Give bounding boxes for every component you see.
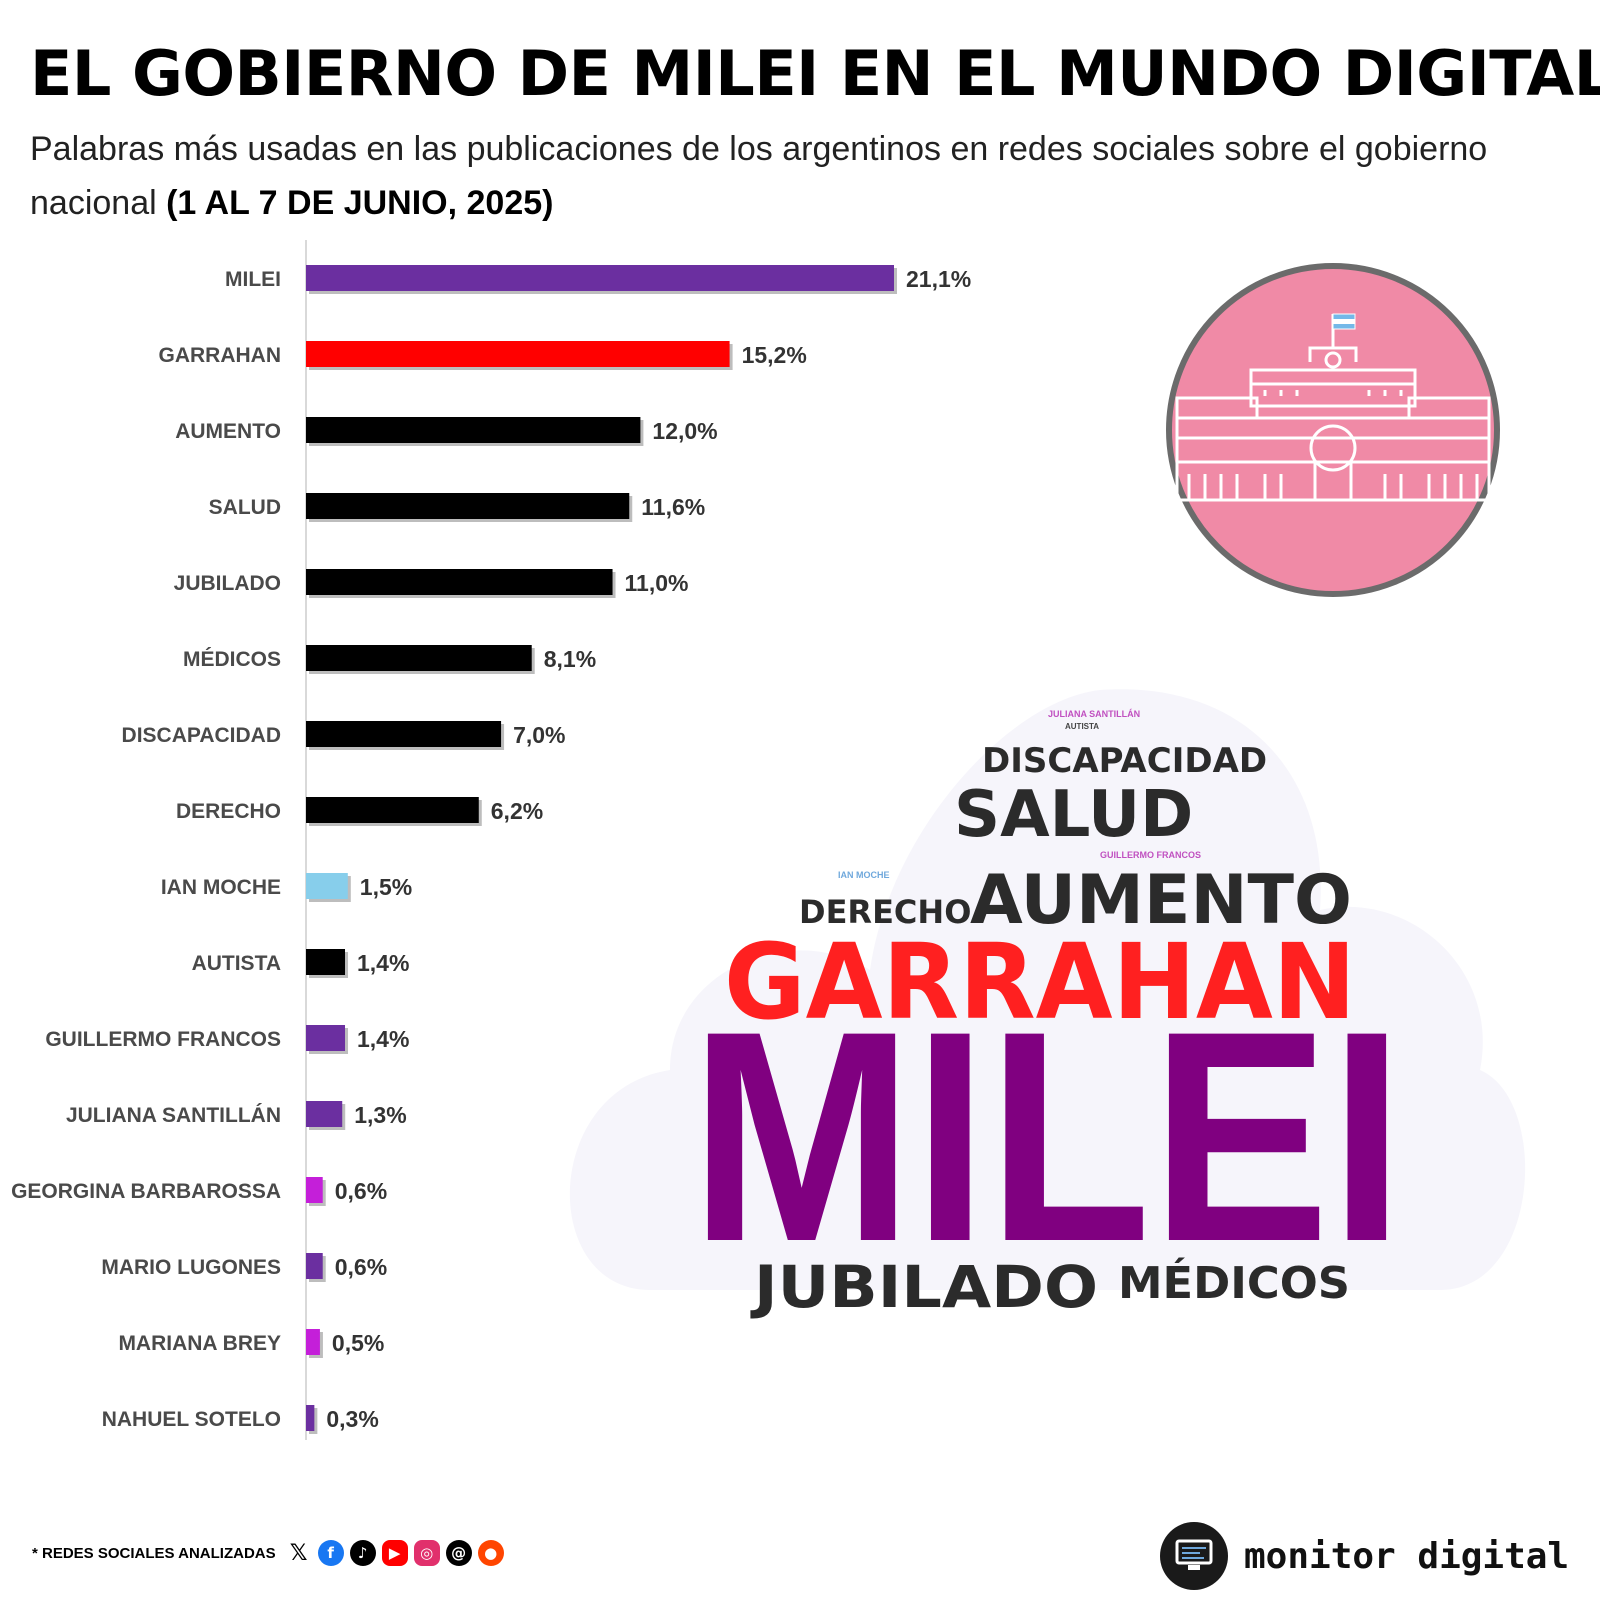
threads-icon: @ xyxy=(445,1540,472,1566)
category-label: AUMENTO xyxy=(175,420,281,443)
value-label: 1,3% xyxy=(354,1102,406,1128)
bar xyxy=(306,873,348,899)
value-label: 0,5% xyxy=(332,1330,384,1356)
value-label: 1,5% xyxy=(360,874,412,900)
value-label: 0,6% xyxy=(335,1178,387,1204)
subtitle-text: Palabras más usadas en las publicaciones… xyxy=(30,130,1488,222)
wc-word: DERECHO xyxy=(799,893,971,931)
value-label: 8,1% xyxy=(544,646,596,672)
wc-word: DISCAPACIDAD xyxy=(982,741,1267,781)
instagram-icon: ◎ xyxy=(413,1540,440,1566)
wc-word: MÉDICOS xyxy=(1118,1256,1350,1309)
bar xyxy=(306,721,502,747)
value-label: 1,4% xyxy=(357,950,409,976)
bar xyxy=(306,265,894,291)
value-label: 11,6% xyxy=(641,494,705,520)
page-subtitle: Palabras más usadas en las publicaciones… xyxy=(30,122,1570,230)
wc-word: SALUD xyxy=(954,778,1193,852)
category-label: SALUD xyxy=(209,496,281,519)
category-label: MARIO LUGONES xyxy=(101,1256,281,1279)
category-label: MILEI xyxy=(225,268,281,291)
category-label: MARIANA BREY xyxy=(118,1332,281,1355)
category-label: AUTISTA xyxy=(192,952,281,975)
badge-circle xyxy=(1166,263,1500,597)
value-label: 7,0% xyxy=(513,722,565,748)
subtitle-date: (1 AL 7 DE JUNIO, 2025) xyxy=(166,184,554,222)
tiktok-icon: ♪ xyxy=(349,1540,376,1566)
value-label: 0,6% xyxy=(335,1254,387,1280)
reddit-icon: ● xyxy=(477,1540,504,1566)
category-label: DERECHO xyxy=(176,800,281,823)
wc-word: IAN MOCHE xyxy=(838,870,890,880)
bar xyxy=(306,949,346,975)
value-label: 21,1% xyxy=(906,266,971,292)
monitor-icon xyxy=(1160,1522,1228,1590)
value-label: 6,2% xyxy=(491,798,543,824)
value-label: 11,0% xyxy=(625,570,689,596)
bar xyxy=(306,1253,323,1279)
wc-word: GARRAHAN xyxy=(724,921,1356,1043)
facebook-icon: f xyxy=(317,1540,344,1566)
social-networks-row: * REDES SOCIALES ANALIZADAS 𝕏 f ♪ ▶ ◎ @ … xyxy=(32,1540,510,1566)
category-label: GARRAHAN xyxy=(159,344,282,367)
bar-chart: MILEI 21,1% GARRAHAN 15,2% AUMENTO 12,0% SALUD… xyxy=(11,240,971,1440)
page-title: EL GOBIERNO DE MILEI EN EL MUNDO DIGITAL xyxy=(30,37,1600,110)
cloud-shape xyxy=(569,689,1526,1290)
category-label: IAN MOCHE xyxy=(161,876,281,899)
bar xyxy=(306,1177,323,1203)
bar xyxy=(306,493,630,519)
youtube-icon: ▶ xyxy=(381,1540,408,1566)
brand-logo: monitor digital xyxy=(1160,1522,1569,1590)
wc-word: AUMENTO xyxy=(970,861,1352,940)
bar xyxy=(306,341,730,367)
bar xyxy=(306,1025,346,1051)
category-label: JUBILADO xyxy=(174,572,281,595)
bar xyxy=(306,1101,343,1127)
wc-word: JUBILADO xyxy=(750,1253,1098,1321)
category-label: JULIANA SANTILLÁN xyxy=(66,1104,281,1127)
category-label: GEORGINA BARBAROSSA xyxy=(11,1180,281,1203)
x-icon: 𝕏 xyxy=(285,1540,312,1566)
value-label: 15,2% xyxy=(742,342,807,368)
brand-name: monitor digital xyxy=(1244,1535,1570,1577)
bar xyxy=(306,569,613,595)
bar xyxy=(306,645,532,671)
bar xyxy=(306,1405,315,1431)
social-networks-label: * REDES SOCIALES ANALIZADAS xyxy=(32,1544,276,1562)
word-cloud: JULIANA SANTILLÁN AUTISTA IAN MOCHE GUIL… xyxy=(569,689,1526,1321)
building-icon xyxy=(1175,313,1491,502)
category-label: NAHUEL SOTELO xyxy=(102,1408,281,1431)
value-label: 1,4% xyxy=(357,1026,409,1052)
wc-word: AUTISTA xyxy=(1065,722,1099,731)
wc-word: GUILLERMO FRANCOS xyxy=(1100,850,1201,860)
wc-word: JULIANA SANTILLÁN xyxy=(1048,709,1140,719)
bar xyxy=(306,797,479,823)
wc-word: MILEI xyxy=(690,968,1404,1304)
value-label: 0,3% xyxy=(326,1406,378,1432)
casa-rosada-badge xyxy=(1166,263,1500,597)
value-label: 12,0% xyxy=(652,418,717,444)
category-label: GUILLERMO FRANCOS xyxy=(45,1028,281,1051)
category-label: DISCAPACIDAD xyxy=(122,724,281,747)
category-label: MÉDICOS xyxy=(183,648,281,671)
bar xyxy=(306,417,641,443)
bar xyxy=(306,1329,320,1355)
